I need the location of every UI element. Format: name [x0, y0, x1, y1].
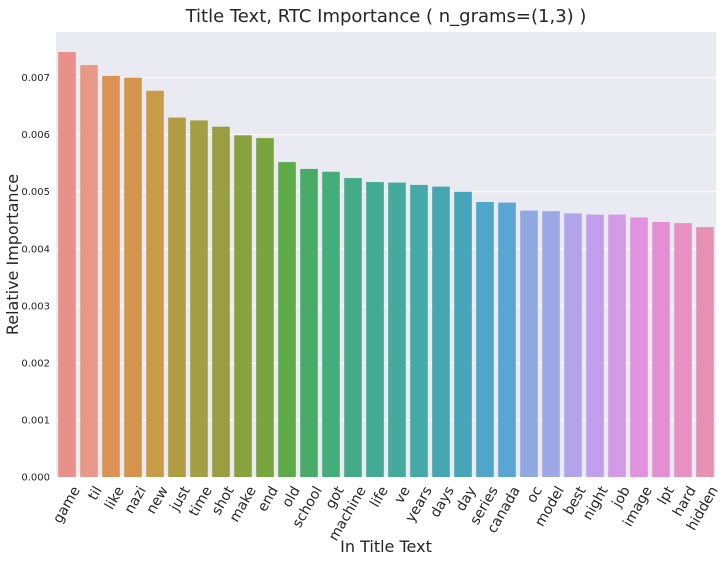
x-axis-title: In Title Text — [340, 537, 432, 556]
x-tick-label-game: game — [50, 484, 84, 526]
bar-night — [586, 214, 604, 478]
x-tick-label-oc: oc — [524, 484, 546, 506]
bar-days — [432, 186, 450, 477]
bar-game — [58, 51, 76, 477]
bar-til — [80, 65, 98, 477]
x-tick-label-ve: ve — [391, 484, 413, 507]
x-tick-label-new: new — [143, 484, 171, 517]
bar-nazi — [124, 77, 142, 478]
y-tick-label: 0.006 — [21, 130, 50, 141]
y-tick-labels: 0.000 0.001 0.002 0.003 0.004 0.005 0.006 0.007 — [21, 73, 50, 483]
bar-hidden — [696, 227, 714, 477]
bar-machine — [344, 178, 362, 478]
bars — [58, 51, 714, 478]
y-tick-label: 0.003 — [21, 301, 50, 312]
chart-title: Title Text, RTC Importance ( n_grams=(1,… — [185, 6, 587, 27]
y-tick-label: 0.001 — [21, 415, 50, 426]
y-tick-label: 0.000 — [21, 473, 50, 484]
bar-like — [102, 75, 120, 477]
bar-life — [366, 182, 384, 478]
x-tick-label-days: days — [427, 484, 457, 521]
x-tick-label-end: end — [255, 484, 282, 515]
bar-shot — [212, 126, 230, 477]
bar-image — [630, 217, 648, 477]
bar-ve — [388, 182, 406, 477]
bar-canada — [498, 202, 516, 478]
y-tick-label: 0.007 — [21, 73, 50, 84]
x-tick-label-til: til — [85, 484, 105, 504]
bar-best — [564, 213, 582, 477]
bar-job — [608, 214, 626, 478]
bar-make — [234, 135, 252, 477]
y-tick-label: 0.004 — [21, 244, 50, 255]
plot-background — [56, 32, 716, 477]
y-tick-label: 0.002 — [21, 358, 50, 369]
bar-model — [542, 211, 560, 477]
y-axis-title: Relative Importance — [3, 174, 22, 335]
bar-new — [146, 90, 164, 477]
x-tick-labels: game tillikenazinewjusttimeshotmakeendold… — [50, 483, 722, 544]
bar-series — [476, 202, 494, 477]
bar-just — [168, 117, 186, 478]
bar-end — [256, 138, 274, 477]
bar-school — [300, 168, 318, 477]
bar-day — [454, 191, 472, 477]
bar-hard — [674, 223, 692, 477]
bar-years — [410, 184, 428, 477]
bar-oc — [520, 210, 538, 478]
bar-got — [322, 171, 340, 477]
bar-old — [278, 162, 296, 478]
x-tick-label-time: time — [186, 484, 216, 519]
x-tick-label-life: life — [367, 484, 392, 510]
bar-time — [190, 120, 208, 477]
grid-lines — [56, 77, 716, 478]
bar-lpt — [652, 221, 670, 477]
x-tick-label-nazi: nazi — [122, 484, 150, 517]
y-tick-label: 0.005 — [21, 187, 50, 198]
